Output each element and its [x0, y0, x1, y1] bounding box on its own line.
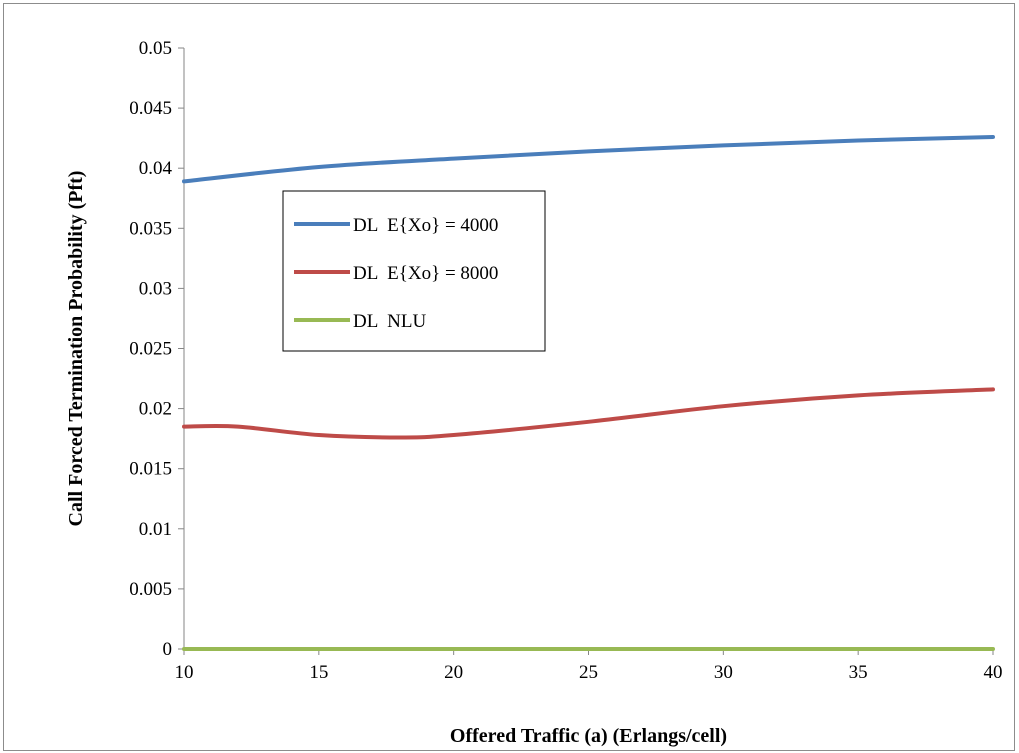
x-tick-label: 30 [714, 662, 733, 683]
y-tick-label: 0.025 [129, 339, 172, 360]
series-layer [182, 134, 995, 651]
y-tick-label: 0.04 [139, 158, 173, 179]
x-tick-label: 10 [175, 662, 194, 683]
x-axis-ticks: 10 15 20 25 30 35 40 [175, 649, 1003, 683]
y-tick-label: 0.05 [139, 38, 172, 59]
y-tick-label: 0.035 [129, 218, 172, 239]
y-tick-label: 0 [163, 639, 173, 660]
x-tick-label: 40 [984, 662, 1003, 683]
series-line-xo-8000 [182, 387, 995, 440]
y-tick-label: 0.005 [129, 579, 172, 600]
x-axis-title: Offered Traffic (a) (Erlangs/cell) [450, 725, 727, 747]
legend-label-xo-4000: DL E{Xo} = 4000 [353, 215, 498, 236]
y-tick-label: 0.01 [139, 519, 172, 540]
y-axis-title: Call Forced Termination Probability (Pft… [65, 171, 87, 527]
y-tick-label: 0.03 [139, 278, 172, 299]
y-tick-label: 0.045 [129, 98, 172, 119]
chart-frame: 0 0.005 0.01 0.015 0.02 0.025 0.03 0.035 0.04 0.0… [3, 3, 1015, 751]
legend-label-xo-8000: DL E{Xo} = 8000 [353, 263, 498, 284]
chart-svg: 0 0.005 0.01 0.015 0.02 0.025 0.03 0.035 0.04 0.0… [65, 38, 1003, 747]
legend-label-nlu: DL NLU [353, 311, 426, 332]
series-line-xo-4000 [182, 134, 995, 184]
y-tick-label: 0.015 [129, 459, 172, 480]
y-axis-ticks: 0 0.005 0.01 0.015 0.02 0.025 0.03 0.035 0.04 0.0… [129, 38, 184, 660]
x-tick-label: 20 [444, 662, 463, 683]
legend: DL E{Xo} = 4000 DL E{Xo} = 8000 DL NLU [282, 190, 546, 352]
x-tick-label: 35 [849, 662, 868, 683]
x-tick-label: 15 [309, 662, 328, 683]
y-tick-label: 0.02 [139, 399, 172, 420]
x-tick-label: 25 [579, 662, 598, 683]
